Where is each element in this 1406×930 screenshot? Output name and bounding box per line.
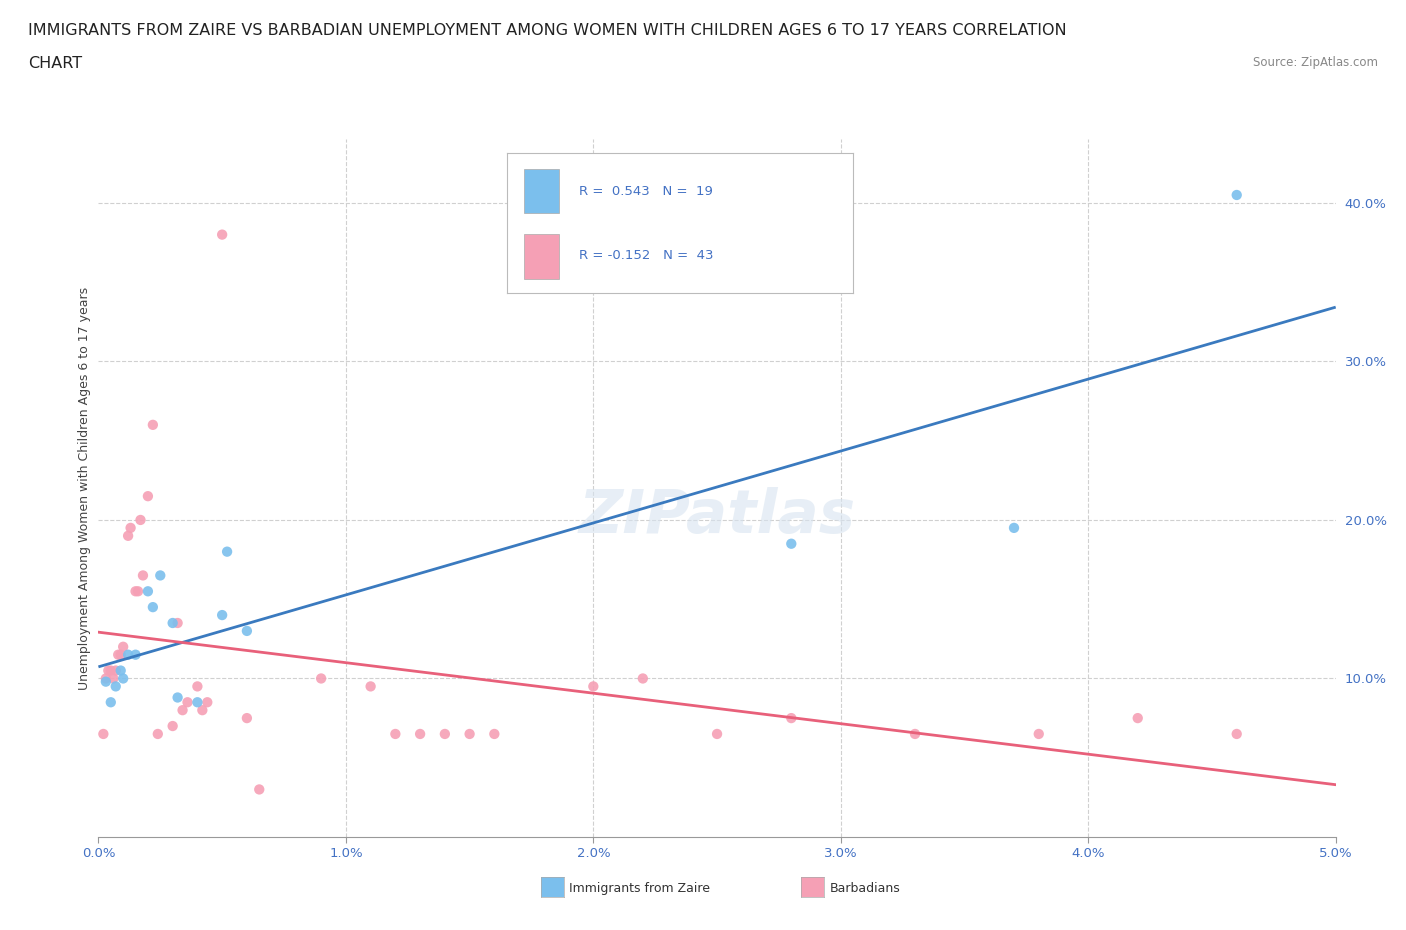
Point [124,584,146,599]
Point [384,726,406,741]
Point [112,639,135,654]
Point [191,703,214,718]
Point [104,663,127,678]
Point [93,726,115,741]
Point [458,726,481,741]
Point [142,600,165,615]
Text: IMMIGRANTS FROM ZAIRE VS BARBADIAN UNEMPLOYMENT AMONG WOMEN WITH CHILDREN AGES 6: IMMIGRANTS FROM ZAIRE VS BARBADIAN UNEMP… [28,23,1067,38]
Point [142,418,165,432]
Point [94,671,117,686]
Point [433,726,456,741]
Point [110,647,132,662]
Point [360,679,382,694]
Point [149,568,172,583]
Point [186,695,208,710]
Y-axis label: Unemployment Among Women with Children Ages 6 to 17 years: Unemployment Among Women with Children A… [79,286,91,690]
Point [136,489,159,504]
Point [904,726,927,741]
Point [112,671,135,686]
Point [162,616,184,631]
Point [484,726,506,741]
Text: Immigrants from Zaire: Immigrants from Zaire [569,882,710,895]
Point [100,663,122,678]
Point [104,679,127,694]
Point [631,671,654,686]
Point [186,679,208,694]
Point [217,544,239,559]
Point [1002,521,1025,536]
Point [127,584,149,599]
Point [780,537,803,551]
Point [117,528,139,543]
Point [166,690,188,705]
Point [1226,188,1249,203]
Point [100,695,122,710]
Point [124,647,146,662]
Point [129,512,152,527]
Point [103,671,125,686]
Text: ZIPatlas: ZIPatlas [578,486,856,546]
Point [94,674,117,689]
Point [706,726,728,741]
Point [132,568,155,583]
Point [146,726,169,741]
Point [247,782,270,797]
Point [97,663,120,678]
Text: Barbadians: Barbadians [830,882,900,895]
Point [117,647,139,662]
Point [582,679,605,694]
Point [1126,711,1149,725]
Point [120,521,142,536]
Point [107,647,129,662]
Text: Source: ZipAtlas.com: Source: ZipAtlas.com [1253,56,1378,69]
Point [110,663,132,678]
Text: CHART: CHART [28,56,82,71]
Point [162,719,184,734]
Point [409,726,432,741]
Point [1028,726,1050,741]
Point [211,227,233,242]
Point [236,623,259,638]
Point [166,616,188,631]
Point [236,711,259,725]
Point [211,607,233,622]
Point [780,711,803,725]
Point [176,695,198,710]
Point [136,584,159,599]
Point [309,671,332,686]
Point [172,703,194,718]
Point [195,695,218,710]
Point [1226,726,1249,741]
